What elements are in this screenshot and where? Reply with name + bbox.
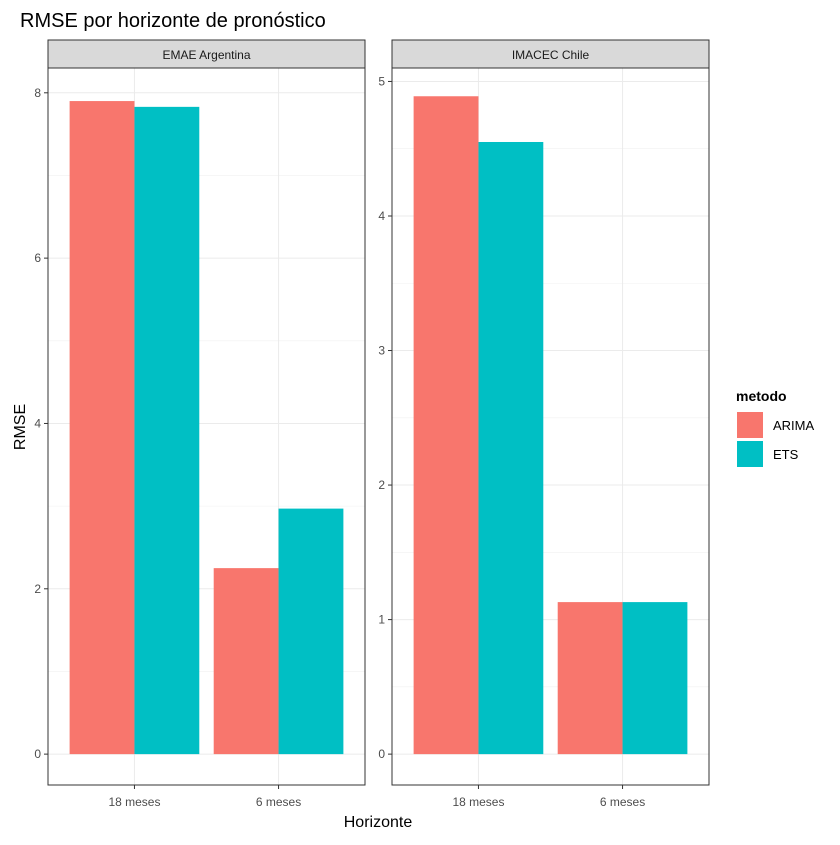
y-tick-label: 6 [34, 251, 41, 265]
y-tick-label: 2 [378, 478, 385, 492]
bar-ets [134, 106, 200, 755]
legend-title: metodo [736, 388, 787, 404]
facet-strip-label: EMAE Argentina [162, 48, 250, 62]
bar-ets [622, 602, 688, 755]
facet-strip [47, 39, 366, 69]
x-tick-label: 18 meses [452, 795, 504, 809]
facet-strip [391, 39, 710, 69]
y-tick-label: 4 [378, 209, 385, 223]
y-tick-label: 8 [34, 86, 41, 100]
legend-label: ETS [773, 447, 799, 462]
bar-arima [557, 602, 623, 755]
x-tick-label: 6 meses [600, 795, 645, 809]
x-axis-title: Horizonte [344, 814, 413, 831]
y-tick-label: 3 [378, 344, 385, 358]
facet-strip-label: IMACEC Chile [512, 48, 590, 62]
bar-arima [213, 568, 279, 755]
legend-swatch-arima [737, 412, 763, 438]
legend-label: ARIMA [773, 418, 815, 433]
y-tick-label: 5 [378, 74, 385, 88]
y-tick-label: 0 [378, 747, 385, 761]
legend-swatch-ets [737, 441, 763, 467]
y-axis-title: RMSE [12, 404, 29, 450]
chart-title: RMSE por horizonte de pronóstico [20, 10, 326, 32]
y-tick-label: 2 [34, 582, 41, 596]
bar-ets [478, 141, 544, 755]
y-tick-label: 0 [34, 747, 41, 761]
x-tick-label: 6 meses [256, 795, 301, 809]
bar-ets [278, 508, 344, 755]
bar-arima [413, 96, 479, 755]
x-tick-label: 18 meses [108, 795, 160, 809]
bar-arima [69, 101, 135, 755]
y-tick-label: 4 [34, 416, 41, 430]
y-tick-label: 1 [378, 613, 385, 627]
